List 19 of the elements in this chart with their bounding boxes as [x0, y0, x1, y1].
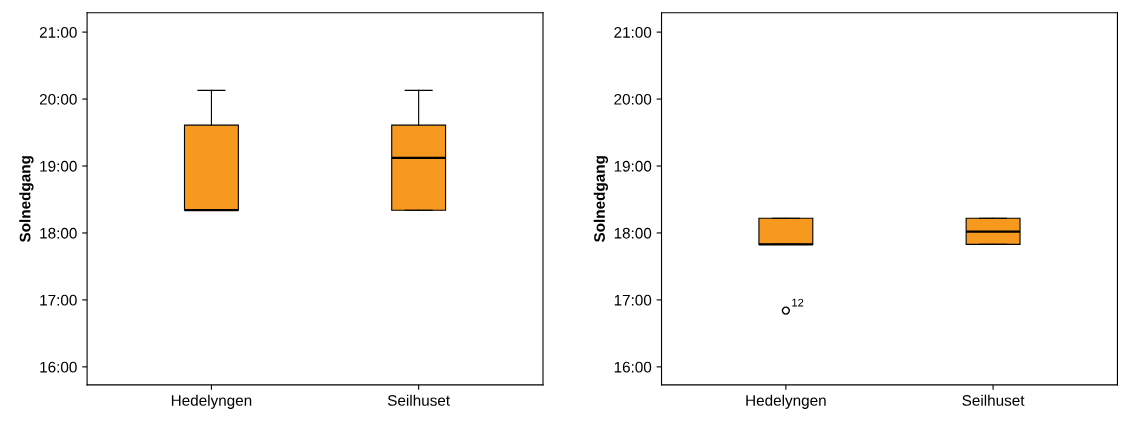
y-tick-label: 21:00 [39, 26, 77, 38]
y-tick-label: 19:00 [40, 160, 77, 172]
y-tick-label: 20:00 [614, 93, 652, 105]
x-tick-label: Hedelyngen [171, 394, 252, 409]
y-tick-label: 17:00 [40, 294, 77, 306]
x-tick-label: Hedelyngen [746, 394, 826, 409]
x-tick-label: Seilhuset [387, 394, 450, 406]
y-tick-label: 18:00 [614, 227, 652, 239]
x-tick-label: Seilhuset [962, 394, 1025, 406]
y-axis-title: Solnedgang [19, 156, 34, 243]
y-tick-label: 19:00 [614, 160, 652, 172]
y-tick-label: 16:00 [40, 361, 77, 373]
y-axis-title: Solnedgang [593, 156, 609, 243]
annotation: 12 [792, 298, 804, 307]
y-tick-label: 20:00 [39, 93, 77, 105]
y-tick-label: 21:00 [614, 26, 652, 38]
y-tick-label: 17:00 [614, 294, 652, 306]
y-tick-label: 18:00 [40, 227, 77, 239]
y-tick-label: 16:00 [614, 361, 652, 373]
